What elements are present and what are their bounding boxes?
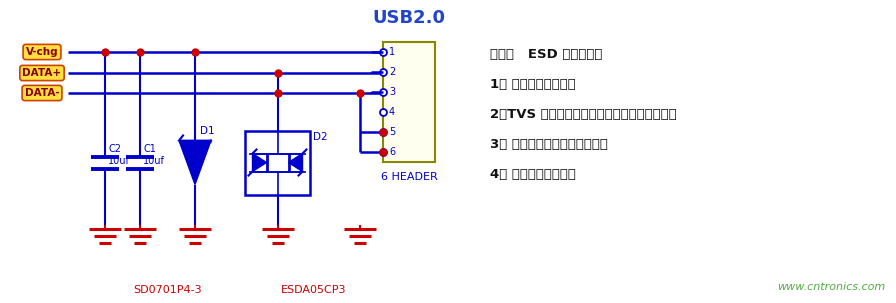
Text: ESDA05CP3: ESDA05CP3 <box>281 285 347 295</box>
Polygon shape <box>289 154 303 171</box>
Text: 4: 4 <box>389 107 395 117</box>
Text: 2: 2 <box>389 67 395 77</box>
Text: 10uf: 10uf <box>108 157 130 167</box>
Text: SD0701P4-3: SD0701P4-3 <box>134 285 202 295</box>
Text: 3: 3 <box>389 87 395 97</box>
Text: 1、 选择合适的封装；: 1、 选择合适的封装； <box>490 78 576 91</box>
Text: www.cntronics.com: www.cntronics.com <box>777 282 885 292</box>
Polygon shape <box>179 141 211 185</box>
Text: DATA-: DATA- <box>25 88 59 98</box>
Text: 2、TVS 的击穿电压大于电路的最大工作电压；: 2、TVS 的击穿电压大于电路的最大工作电压； <box>490 108 676 121</box>
Text: 4、 选择答位较小的。: 4、 选择答位较小的。 <box>490 168 576 181</box>
Text: 备注：   ESD 选型原则：: 备注： ESD 选型原则： <box>490 48 602 61</box>
Text: V-chg: V-chg <box>26 47 58 57</box>
Text: D1: D1 <box>200 125 215 135</box>
Bar <box>383 42 435 162</box>
Text: C2: C2 <box>108 145 121 155</box>
Text: 6 HEADER: 6 HEADER <box>381 172 437 182</box>
Polygon shape <box>253 154 266 171</box>
Text: 3、 选择符合测试要求的功率；: 3、 选择符合测试要求的功率； <box>490 138 607 151</box>
Text: USB2.0: USB2.0 <box>373 9 445 27</box>
Text: 5: 5 <box>389 127 395 137</box>
Text: 1: 1 <box>389 47 395 57</box>
Text: C1: C1 <box>143 145 156 155</box>
Text: D2: D2 <box>313 132 328 142</box>
Text: 10uf: 10uf <box>143 157 165 167</box>
Text: DATA+: DATA+ <box>22 68 62 78</box>
Bar <box>245 131 310 195</box>
Text: 6: 6 <box>389 147 395 157</box>
